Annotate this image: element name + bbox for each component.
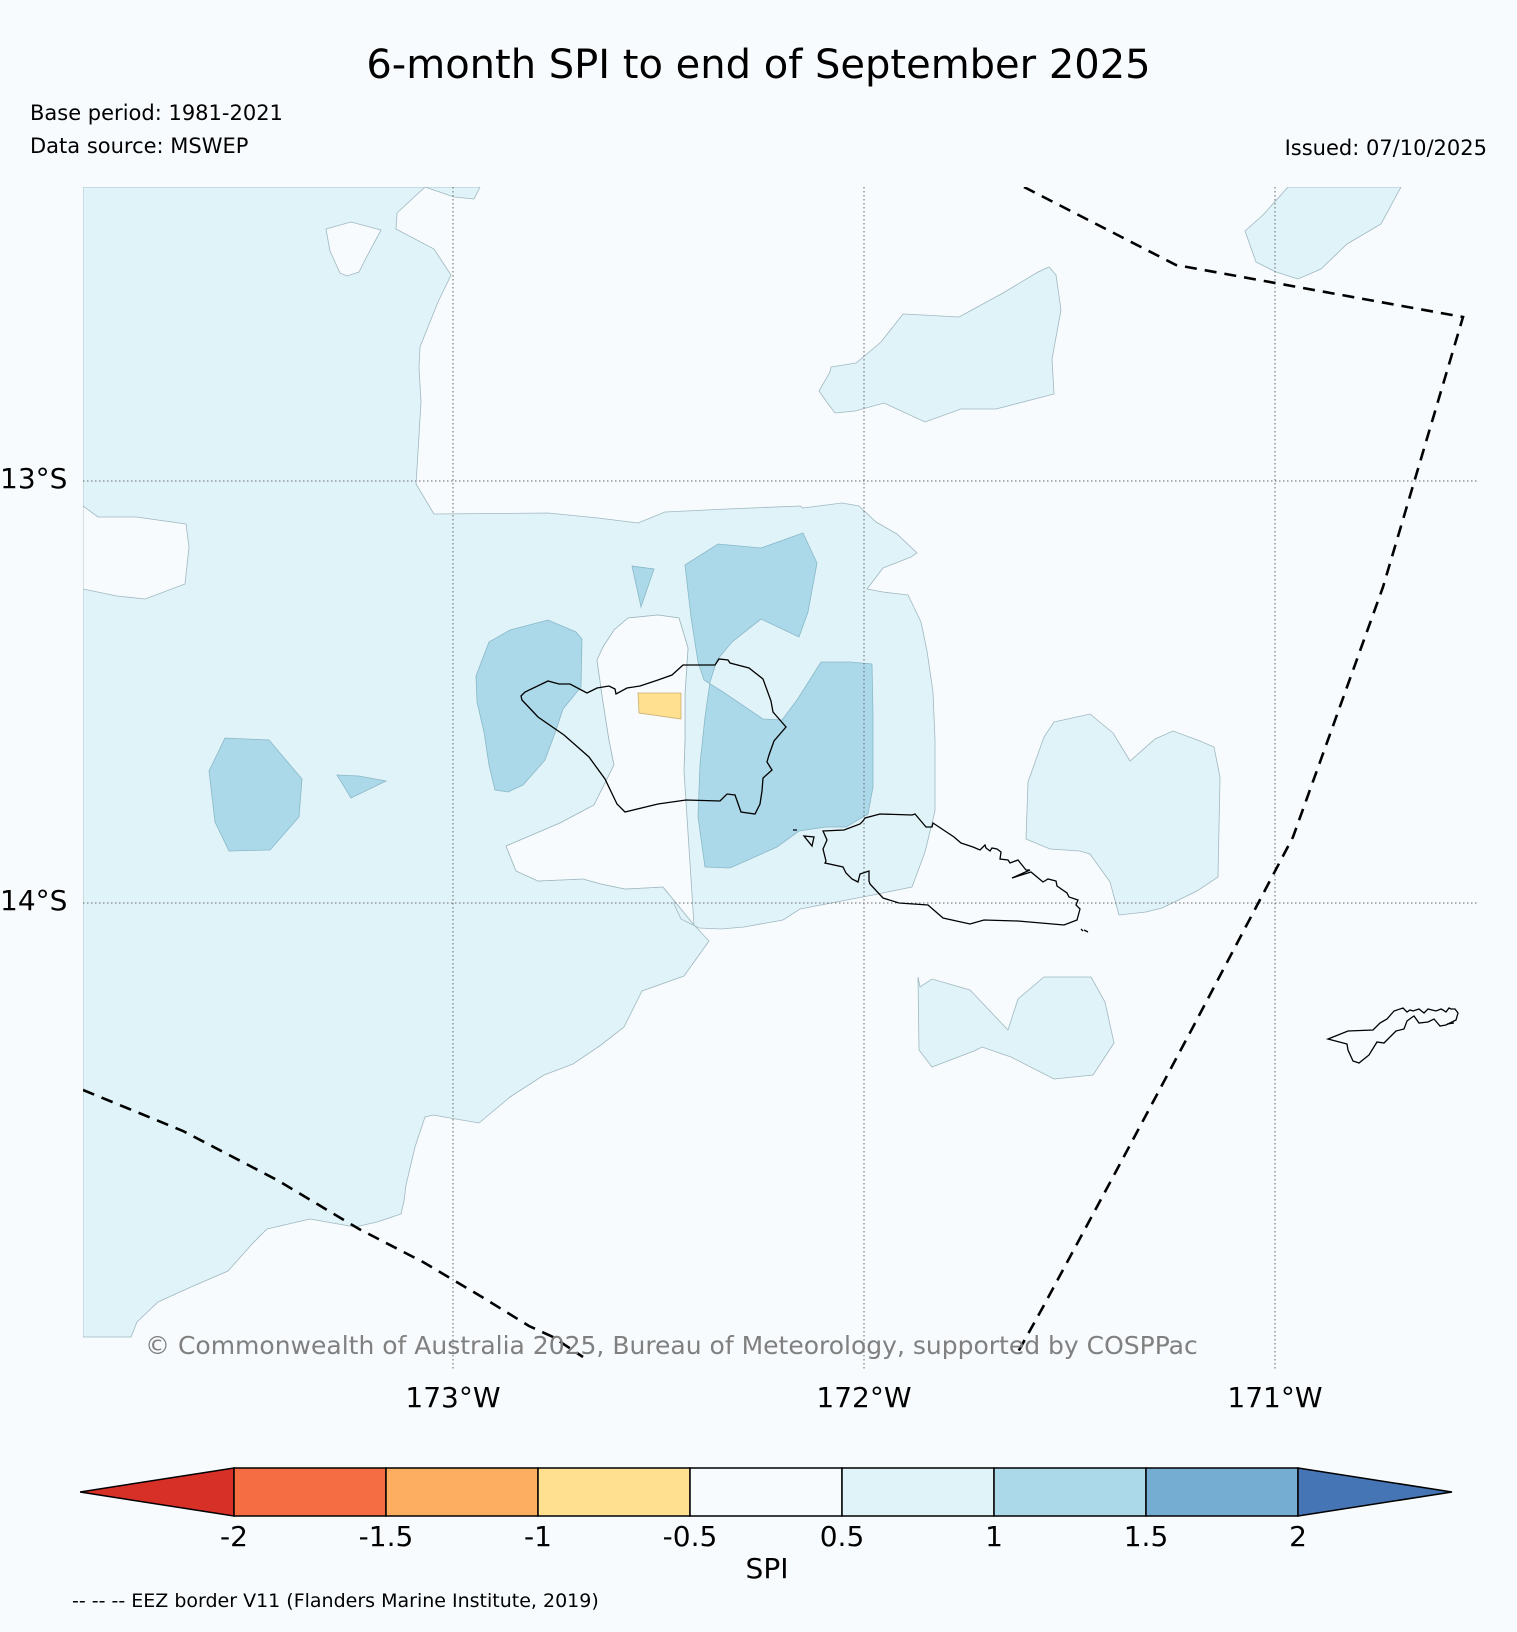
lat-label-14s: 14°S: [0, 884, 68, 917]
colorbar-bin: [689, 1467, 843, 1517]
coastline-savaii: [520, 658, 787, 815]
base-period: Base period: 1981-2021: [30, 101, 283, 125]
spi-region-mid-1: [475, 619, 583, 793]
colorbar-bin: [385, 1467, 539, 1517]
neutral-hole-west: [83, 505, 190, 600]
spi-map: [83, 187, 1479, 1370]
colorbar-tick: -1.5: [358, 1520, 414, 1553]
colorbar-label: SPI: [745, 1552, 789, 1585]
colorbar-bin: [993, 1467, 1147, 1517]
coastline-islet-1: [802, 835, 815, 848]
eez-legend-note: -- -- -- EEZ border V11 (Flanders Marine…: [72, 1590, 599, 1612]
colorbar-tick: 2: [1289, 1520, 1307, 1553]
spi-region-small-a: [631, 565, 655, 609]
copyright-notice: © Commonwealth of Australia 2025, Bureau…: [145, 1331, 1198, 1360]
coastline-tutuila: [1325, 1007, 1459, 1064]
coastline-upolu: [822, 813, 1081, 926]
spi-region-mid-2: [684, 532, 874, 869]
colorbar-bin: [1297, 1467, 1453, 1517]
colorbar-tick: -2: [220, 1520, 248, 1553]
lat-label-13s: 13°S: [0, 462, 68, 495]
eez-border: [83, 187, 1465, 1359]
colorbar-tick: 1: [985, 1520, 1003, 1553]
spi-region-west: [83, 187, 481, 200]
colorbar-tick: -0.5: [662, 1520, 718, 1553]
colorbar-bin: [1145, 1467, 1299, 1517]
spi-dry-patch: [637, 692, 682, 720]
coastline-islet-3: [1446, 1022, 1455, 1025]
colorbar: [80, 1467, 1453, 1517]
colorbar-bin: [841, 1467, 995, 1517]
spi-region-ne-1: [818, 266, 1062, 423]
neutral-hole-top: [325, 221, 382, 277]
colorbar-bin: [233, 1467, 387, 1517]
spi-region-ne-2: [1244, 187, 1402, 280]
coastline-islet-2: [793, 829, 1089, 933]
spi-region-small-b: [336, 774, 388, 799]
lon-label-171w: 171°W: [1227, 1381, 1323, 1414]
page-title: 6-month SPI to end of September 2025: [366, 42, 1151, 88]
colorbar-tick: 0.5: [819, 1520, 865, 1553]
spi-region-se-1: [917, 976, 1115, 1080]
spi-region-west-blob: [208, 737, 303, 852]
neutral-region-central: [505, 614, 695, 927]
lon-label-172w: 172°W: [816, 1381, 912, 1414]
colorbar-bin: [80, 1467, 235, 1517]
colorbar-tick: 1.5: [1123, 1520, 1169, 1553]
data-source: Data source: MSWEP: [30, 134, 249, 158]
graticule: [83, 187, 1479, 1370]
lon-label-173w: 173°W: [405, 1381, 501, 1414]
spi-region-e-1: [1025, 713, 1221, 916]
colorbar-bin: [537, 1467, 691, 1517]
issued-date: Issued: 07/10/2025: [1284, 136, 1487, 160]
colorbar-tick: -1: [524, 1520, 552, 1553]
